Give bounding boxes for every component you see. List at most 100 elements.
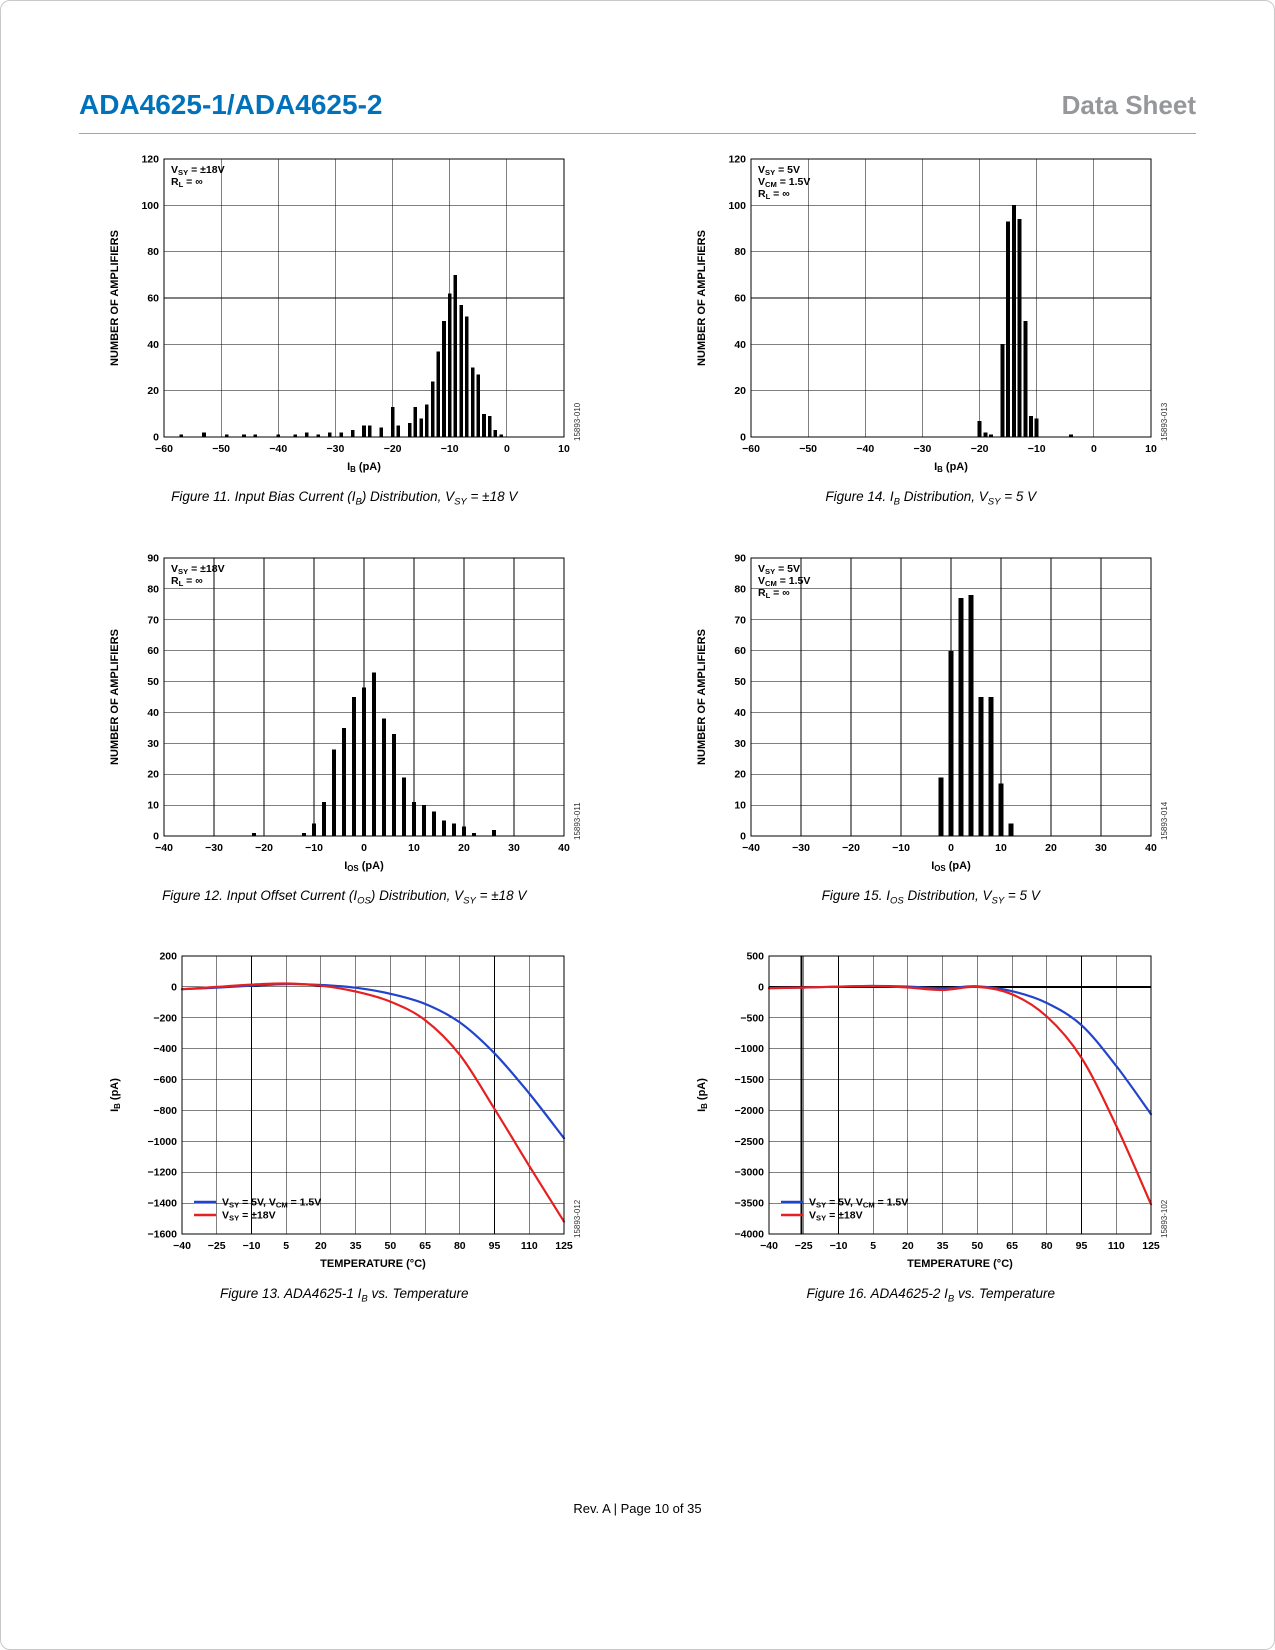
svg-text:−800: −800 [154, 1105, 178, 1117]
svg-text:5: 5 [284, 1240, 290, 1252]
plot-frame [181, 955, 565, 1236]
page-footer: Rev. A | Page 10 of 35 [573, 1501, 702, 1516]
svg-text:VSY = 5V: VSY = 5V [758, 563, 800, 576]
svg-text:−600: −600 [154, 1074, 178, 1086]
figure-16-caption: Figure 16. ADA4625-2 IB vs. Temperature [806, 1286, 1055, 1306]
svg-text:TEMPERATURE (°C): TEMPERATURE (°C) [907, 1258, 1013, 1270]
svg-text:40: 40 [148, 707, 160, 719]
svg-text:IB (pA): IB (pA) [696, 1078, 709, 1112]
svg-text:60: 60 [734, 645, 746, 657]
svg-text:90: 90 [734, 552, 746, 564]
svg-text:110: 110 [521, 1240, 538, 1252]
figure-16-chart: −40 −25 −10 5 20 35 50 65 80 95 110 125 −4000 −3500 −3… [696, 951, 1169, 1271]
svg-text:−1000: −1000 [148, 1136, 178, 1148]
svg-text:80: 80 [734, 583, 746, 595]
svg-text:90: 90 [148, 552, 160, 564]
svg-text:20: 20 [734, 385, 746, 397]
svg-text:80: 80 [454, 1240, 466, 1252]
svg-text:40: 40 [734, 339, 746, 351]
svg-text:−3000: −3000 [734, 1167, 764, 1179]
svg-text:65: 65 [420, 1240, 432, 1252]
svg-text:−20: −20 [970, 443, 988, 455]
figure-14-caption: Figure 14. IB Distribution, VSY = 5 V [825, 489, 1037, 508]
svg-text:−1600: −1600 [148, 1229, 178, 1241]
doc-type-label: Data Sheet [1061, 90, 1196, 120]
svg-text:−1200: −1200 [148, 1167, 178, 1179]
svg-text:50: 50 [971, 1240, 983, 1252]
histogram-bars [179, 274, 504, 437]
figure-14: −60 −50 −40 −30 −20 −10 0 10 0 20 40 60 80 100 120 IB (… [666, 151, 1197, 508]
svg-text:35: 35 [937, 1240, 949, 1252]
svg-text:−400: −400 [154, 1044, 178, 1056]
svg-text:0: 0 [171, 982, 177, 994]
svg-text:RL = ∞: RL = ∞ [171, 176, 203, 189]
svg-text:−200: −200 [154, 1013, 178, 1025]
svg-text:0: 0 [153, 432, 159, 444]
series-line-1 [181, 982, 566, 1224]
figure-15: −40 −30 −20 −10 0 10 20 30 40 0 10 20 30 40 50 60 70 80 90… [666, 550, 1197, 906]
svg-text:70: 70 [148, 614, 160, 626]
svg-text:−50: −50 [799, 443, 817, 455]
svg-text:−20: −20 [255, 842, 273, 854]
svg-text:20: 20 [148, 768, 160, 780]
svg-text:NUMBER OF AMPLIFIERS: NUMBER OF AMPLIFIERS [696, 230, 708, 366]
svg-text:RL = ∞: RL = ∞ [171, 575, 203, 588]
svg-text:VSY = 5V, VCM = 1.5V: VSY = 5V, VCM = 1.5V [222, 1197, 321, 1210]
svg-text:95: 95 [489, 1240, 501, 1252]
svg-text:20: 20 [1045, 842, 1057, 854]
svg-text:100: 100 [728, 200, 746, 212]
svg-text:−30: −30 [792, 842, 810, 854]
svg-text:500: 500 [746, 951, 764, 963]
svg-text:−30: −30 [327, 443, 345, 455]
svg-text:0: 0 [504, 443, 510, 455]
svg-text:120: 120 [728, 154, 746, 166]
svg-text:10: 10 [995, 842, 1007, 854]
svg-text:−2000: −2000 [734, 1105, 764, 1117]
svg-text:−30: −30 [205, 842, 223, 854]
svg-text:50: 50 [148, 676, 160, 688]
svg-text:−60: −60 [155, 443, 173, 455]
svg-text:VSY = ±18V: VSY = ±18V [171, 563, 225, 576]
svg-text:60: 60 [734, 293, 746, 305]
svg-text:40: 40 [558, 842, 570, 854]
svg-text:RL = ∞: RL = ∞ [758, 188, 790, 201]
svg-text:−1400: −1400 [148, 1198, 178, 1210]
svg-text:110: 110 [1108, 1240, 1125, 1252]
figure-code: 15893-102 [1160, 1200, 1169, 1239]
svg-text:−40: −40 [155, 842, 173, 854]
plot-frame [768, 955, 1152, 1236]
histogram-bars [252, 671, 497, 836]
svg-text:−10: −10 [243, 1240, 261, 1252]
figure-12-chart: −40 −30 −20 −10 0 10 20 30 40 0 10 20 30 40 50 60 70 80 90… [109, 552, 582, 873]
svg-text:−500: −500 [740, 1013, 764, 1025]
figure-code: 15893-011 [573, 801, 582, 839]
svg-text:0: 0 [361, 842, 367, 854]
svg-text:−10: −10 [305, 842, 323, 854]
svg-text:0: 0 [740, 830, 746, 842]
svg-text:35: 35 [350, 1240, 362, 1252]
plot-area: −40 −30 −20 −10 0 10 20 30 40 0 10 20 30 40 50 60 70 80 90… [109, 552, 570, 873]
svg-text:80: 80 [1041, 1240, 1053, 1252]
svg-text:50: 50 [385, 1240, 397, 1252]
svg-text:0: 0 [1091, 443, 1097, 455]
svg-text:−40: −40 [760, 1240, 778, 1252]
svg-text:125: 125 [555, 1240, 573, 1252]
svg-text:IB (pA): IB (pA) [347, 461, 381, 474]
gridlines [163, 158, 565, 438]
plot-frame [750, 158, 1152, 438]
svg-text:IOS (pA): IOS (pA) [344, 860, 384, 873]
svg-text:200: 200 [160, 951, 178, 963]
svg-text:60: 60 [148, 293, 160, 305]
svg-text:−10: −10 [892, 842, 910, 854]
svg-text:20: 20 [458, 842, 470, 854]
plot-frame [163, 557, 565, 837]
gridlines [768, 956, 1152, 1235]
figure-11-caption: Figure 11. Input Bias Current (IB) Distr… [171, 489, 518, 508]
figure-code: 15893-014 [1160, 801, 1169, 840]
series-line-0 [767, 985, 1152, 1116]
svg-text:−60: −60 [742, 443, 760, 455]
svg-text:VSY = 5V, VCM = 1.5V: VSY = 5V, VCM = 1.5V [809, 1197, 908, 1210]
